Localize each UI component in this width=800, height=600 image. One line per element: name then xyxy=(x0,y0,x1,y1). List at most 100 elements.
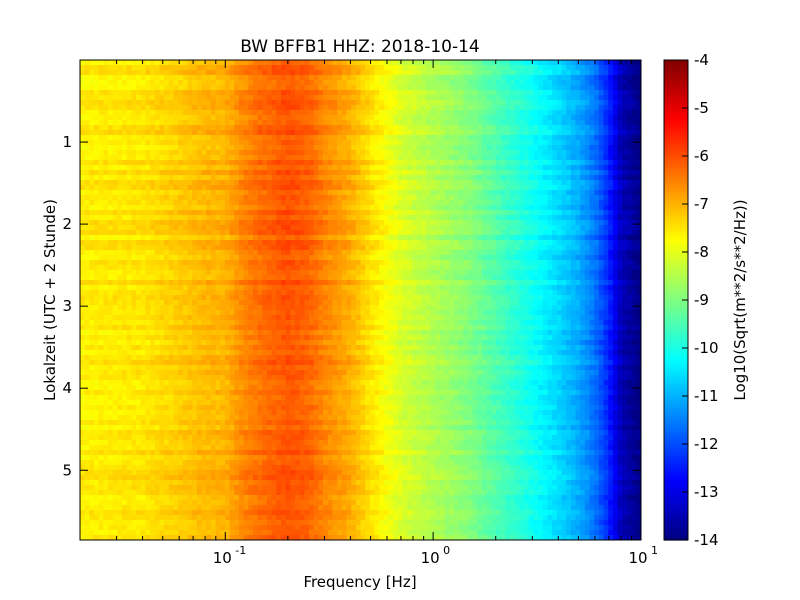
heatmap-cell xyxy=(98,60,104,66)
heatmap-cell xyxy=(98,310,104,316)
heatmap-cell xyxy=(201,230,207,236)
heatmap-cell xyxy=(238,370,245,376)
heatmap-cell xyxy=(248,425,254,431)
heatmap-cell xyxy=(84,400,90,406)
heatmap-cell xyxy=(285,480,291,486)
heatmap-cell xyxy=(159,510,165,516)
heatmap-cell xyxy=(210,215,217,221)
heatmap-cell xyxy=(145,510,151,516)
heatmap-cell xyxy=(201,250,207,256)
heatmap-cell xyxy=(313,410,320,416)
heatmap-cell xyxy=(309,255,315,261)
heatmap-cell xyxy=(257,180,263,186)
heatmap-cell xyxy=(154,230,161,236)
heatmap-cell xyxy=(108,200,114,206)
heatmap-cell xyxy=(140,365,147,371)
heatmap-cell xyxy=(318,255,324,261)
heatmap-cell xyxy=(182,450,189,456)
heatmap-cell xyxy=(89,365,95,371)
heatmap-cell xyxy=(126,480,133,486)
heatmap-cell xyxy=(98,185,104,191)
heatmap-cell xyxy=(164,110,170,116)
heatmap-cell xyxy=(201,270,207,276)
heatmap-cell xyxy=(318,90,324,96)
heatmap-cell xyxy=(281,420,287,426)
heatmap-cell xyxy=(295,200,301,206)
heatmap-cell xyxy=(252,335,259,341)
heatmap-cell xyxy=(196,400,203,406)
heatmap-cell xyxy=(295,65,301,71)
heatmap-cell xyxy=(117,315,123,321)
heatmap-cell xyxy=(229,295,235,301)
heatmap-cell xyxy=(257,280,263,286)
heatmap-cell xyxy=(164,260,170,266)
heatmap-cell xyxy=(234,350,240,356)
heatmap-cell xyxy=(243,525,249,531)
heatmap-cell xyxy=(290,520,296,526)
heatmap-cell xyxy=(257,125,263,131)
heatmap-cell xyxy=(285,160,291,166)
heatmap-cell xyxy=(150,450,156,456)
heatmap-cell xyxy=(234,215,240,221)
heatmap-cell xyxy=(196,275,203,281)
heatmap-cell xyxy=(84,365,90,371)
heatmap-cell xyxy=(215,60,221,66)
heatmap-cell xyxy=(229,455,235,461)
heatmap-cell xyxy=(80,85,86,91)
heatmap-cell xyxy=(140,475,147,481)
heatmap-cell xyxy=(252,280,259,286)
heatmap-cell xyxy=(89,195,95,201)
heatmap-cell xyxy=(201,295,207,301)
heatmap-cell xyxy=(108,450,114,456)
heatmap-cell xyxy=(89,305,95,311)
heatmap-cell xyxy=(234,440,240,446)
heatmap-cell xyxy=(224,485,231,491)
heatmap-cell xyxy=(276,400,282,406)
heatmap-cell xyxy=(271,75,277,81)
heatmap-cell xyxy=(168,320,175,326)
heatmap-cell xyxy=(112,185,118,191)
heatmap-cell xyxy=(238,365,245,371)
heatmap-cell xyxy=(290,240,296,246)
heatmap-cell xyxy=(295,320,301,326)
heatmap-cell xyxy=(126,285,133,291)
heatmap-cell xyxy=(276,260,282,266)
heatmap-cell xyxy=(196,240,203,246)
heatmap-cell xyxy=(112,225,118,231)
heatmap-cell xyxy=(94,260,100,266)
heatmap-cell xyxy=(145,305,151,311)
heatmap-cell xyxy=(290,255,296,261)
heatmap-cell xyxy=(122,120,128,126)
heatmap-cell xyxy=(154,355,161,361)
heatmap-cell xyxy=(173,435,179,441)
heatmap-cell xyxy=(117,375,123,381)
heatmap-cell xyxy=(98,320,104,326)
heatmap-cell xyxy=(224,360,231,366)
heatmap-cell xyxy=(262,335,268,341)
heatmap-cell xyxy=(285,435,291,441)
heatmap-cell xyxy=(281,85,287,91)
heatmap-cell xyxy=(178,385,184,391)
heatmap-cell xyxy=(243,380,249,386)
heatmap-cell xyxy=(84,320,90,326)
heatmap-cell xyxy=(238,485,245,491)
heatmap-cell xyxy=(112,360,118,366)
heatmap-cell xyxy=(187,355,193,361)
heatmap-cell xyxy=(238,415,245,421)
heatmap-cell xyxy=(108,320,114,326)
heatmap-cell xyxy=(89,535,95,540)
heatmap-cell xyxy=(98,145,104,151)
heatmap-cell xyxy=(215,425,221,431)
heatmap-cell xyxy=(281,265,287,271)
heatmap-cell xyxy=(262,530,268,536)
heatmap-cell xyxy=(131,330,137,336)
heatmap-cell xyxy=(164,340,170,346)
heatmap-cell xyxy=(131,235,137,241)
heatmap-cell xyxy=(238,115,245,121)
heatmap-cell xyxy=(299,350,305,356)
heatmap-cell xyxy=(164,145,170,151)
heatmap-cell xyxy=(215,475,221,481)
heatmap-cell xyxy=(285,285,291,291)
heatmap-cell xyxy=(299,410,305,416)
heatmap-cell xyxy=(131,290,137,296)
